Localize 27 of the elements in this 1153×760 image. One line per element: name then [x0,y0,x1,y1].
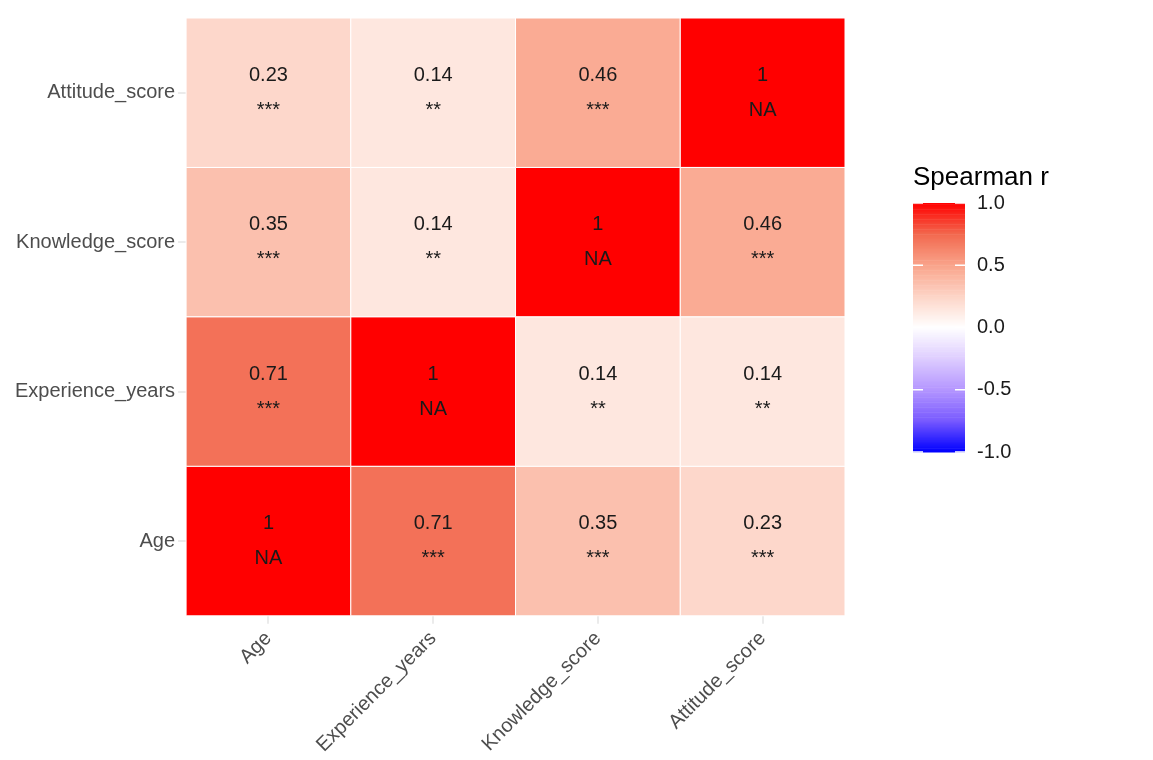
data-label: 0.23 *** [248,62,288,120]
y-tick-label: Age [139,528,176,551]
data-label: 1 NA [419,361,448,419]
color-bar-title: Spearman r [913,161,1050,191]
data-label: 0.46 *** [578,62,618,120]
data-label: 0.23 *** [743,511,783,569]
color-bar-label: 0.5 [977,252,1005,275]
data-label: 0.46 *** [743,212,783,270]
data-label: 0.14 ** [743,361,783,419]
color-bar-label: -0.5 [977,377,1012,400]
data-label: 1 NA [748,62,778,120]
y-tick-label: Knowledge_score [16,229,176,253]
color-bar-label: 0.0 [977,315,1005,338]
data-label: 0.14 ** [413,62,453,120]
data-label: 1 NA [254,511,283,569]
data-label: 0.14 ** [578,361,618,419]
data-label: 0.35 *** [578,511,618,569]
data-label: 0.14 ** [413,212,453,270]
color-bar-label: -1.0 [977,439,1012,462]
y-tick-label: Attitude_score [47,80,176,104]
data-label: 0.71 *** [413,511,453,569]
data-label: 0.71 *** [248,361,288,419]
data-label: 1 NA [584,212,613,270]
x-tick-label: Age [234,626,276,668]
color-bar-label: 1.0 [977,190,1005,213]
y-tick-label: Experience_years [14,379,176,403]
data-label: 0.35 *** [248,212,288,270]
